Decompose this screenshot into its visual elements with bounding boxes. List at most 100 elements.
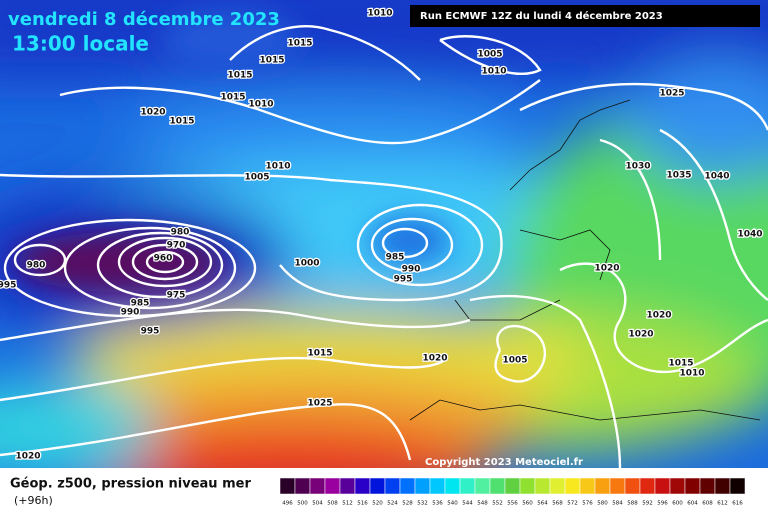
isobar-label: 995 [394, 275, 413, 285]
colorbar-swatch [399, 477, 416, 495]
isobar-label: 1005 [502, 356, 527, 366]
colorbar-label: 592 [642, 501, 653, 507]
colorbar-swatch [534, 477, 551, 495]
run-box [410, 5, 760, 27]
colorbar-swatch [729, 477, 746, 495]
isobar-label: 960 [154, 254, 173, 264]
colorbar-swatch [474, 477, 491, 495]
time-title: 13:00 locale [12, 32, 149, 56]
colorbar-label: 564 [537, 501, 548, 507]
colorbar-label: 572 [567, 501, 578, 507]
isobar-label: 1010 [679, 369, 704, 379]
isobar-label: 1035 [666, 171, 691, 181]
footer-lead: (+96h) [14, 494, 53, 507]
colorbar-swatch [459, 477, 476, 495]
colorbar-swatch [309, 477, 326, 495]
colorbar-label: 552 [492, 501, 503, 507]
isobar-label: 1015 [668, 359, 693, 369]
colorbar-label: 584 [612, 501, 623, 507]
isobar-label: 1030 [625, 162, 650, 172]
colorbar-label: 540 [447, 501, 458, 507]
colorbar-swatch [384, 477, 401, 495]
colorbar-label: 508 [327, 501, 338, 507]
colorbar-label: 588 [627, 501, 638, 507]
run-info: Run ECMWF 12Z du lundi 4 décembre 2023 [420, 10, 663, 22]
colorbar-label: 524 [387, 501, 398, 507]
colorbar-label: 536 [432, 501, 443, 507]
colorbar-swatch [594, 477, 611, 495]
colorbar-label: 548 [477, 501, 488, 507]
colorbar-swatch [654, 477, 671, 495]
isobar-label: 1020 [15, 452, 40, 462]
colorbar-swatch [504, 477, 521, 495]
isobars [0, 25, 768, 468]
colorbar-label: 568 [552, 501, 563, 507]
isobar-label: 1010 [248, 100, 273, 110]
colorbar-label: 580 [597, 501, 608, 507]
colorbar-label: 516 [357, 501, 368, 507]
colorbar-label: 560 [522, 501, 533, 507]
isobar-label: 1025 [659, 89, 684, 99]
colorbar-swatch [549, 477, 566, 495]
colorbar-label: 532 [417, 501, 428, 507]
isobar-label: 985 [131, 299, 150, 309]
colorbar-label: 556 [507, 501, 518, 507]
colorbar-swatch [489, 477, 506, 495]
isobar-label: 985 [386, 253, 405, 263]
colorbar-label: 608 [702, 501, 713, 507]
isobar-label: 1020 [422, 354, 447, 364]
colorbar-swatch [369, 477, 386, 495]
isobar-label: 1020 [140, 108, 165, 118]
colorbar-swatch [414, 477, 431, 495]
colorbar-label: 520 [372, 501, 383, 507]
colorbar-label: 596 [657, 501, 668, 507]
colorbar-label: 496 [282, 501, 293, 507]
colorbar-label: 604 [687, 501, 698, 507]
colorbar-label: 512 [342, 501, 353, 507]
isobar-label: 1015 [259, 56, 284, 66]
colorbar-label: 600 [672, 501, 683, 507]
isobar-label: 1010 [265, 162, 290, 172]
copyright: Copyright 2023 Meteociel.fr [425, 457, 583, 468]
colorbar-swatch [429, 477, 446, 495]
isobar-label: 995 [141, 327, 160, 337]
colorbar-swatch [669, 477, 686, 495]
isobar-label: 1010 [481, 67, 506, 77]
footer-title: Géop. z500, pression niveau mer [10, 477, 251, 492]
colorbar-label: 612 [717, 501, 728, 507]
colorbar-label: 576 [582, 501, 593, 507]
isobar-label: 1020 [628, 330, 653, 340]
isobar-label: 1010 [367, 9, 392, 19]
colorbar-swatch [444, 477, 461, 495]
isobar-label: 1015 [307, 349, 332, 359]
isobar-label: 1005 [477, 50, 502, 60]
date-title: vendredi 8 décembre 2023 [8, 9, 280, 30]
colorbar-swatch [294, 477, 311, 495]
colorbar-label: 616 [732, 501, 743, 507]
colorbar-swatch [354, 477, 371, 495]
colorbar-swatch [609, 477, 626, 495]
isobar-label: 995 [0, 281, 16, 291]
isobar-label: 1015 [220, 93, 245, 103]
isobar-label: 1000 [294, 259, 319, 269]
colorbar-label: 528 [402, 501, 413, 507]
colorbar-swatch [279, 477, 296, 495]
colorbar-swatch [339, 477, 356, 495]
isobar-label: 975 [167, 291, 186, 301]
isobar-label: 1020 [594, 264, 619, 274]
isobar-label: 1020 [646, 311, 671, 321]
colorbar-swatch [564, 477, 581, 495]
colorbar-swatch [684, 477, 701, 495]
isobar-label: 1015 [169, 117, 194, 127]
colorbar-swatch [639, 477, 656, 495]
colorbar-swatch [714, 477, 731, 495]
isobar-label: 980 [27, 261, 46, 271]
isobar-label: 990 [402, 265, 421, 275]
colorbar-swatch [519, 477, 536, 495]
isobar-label: 1015 [227, 71, 252, 81]
isobar-label: 990 [121, 308, 140, 318]
colorbar-label: 500 [297, 501, 308, 507]
colorbar-label: 504 [312, 501, 323, 507]
